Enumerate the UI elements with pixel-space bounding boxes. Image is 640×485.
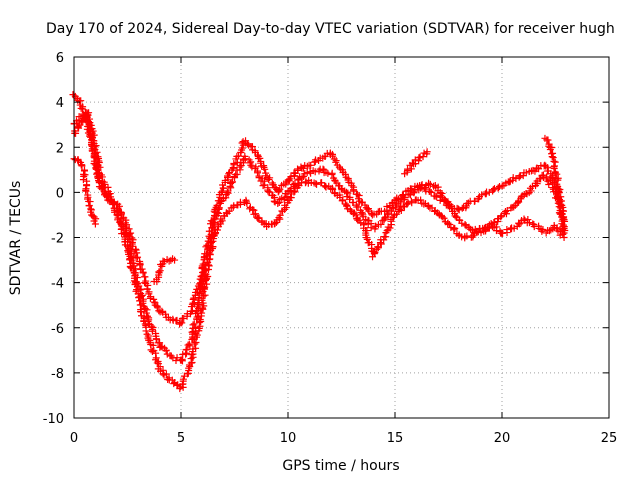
chart: 0 5 10 15 20 25 -10 -8 -6 -4 -2 0 2 4 6 Day 170 of 202… [0,0,640,480]
y-tick-label: 2 [56,141,64,156]
x-axis-label: GPS time / hours [282,458,399,474]
y-tick-label: -4 [51,277,64,292]
x-tick-label: 0 [70,431,78,446]
series-track-a [69,91,568,327]
data-point-marker [560,222,567,229]
x-tick-label: 15 [387,431,404,446]
data-point-marker [80,176,87,183]
data-point-marker [81,171,88,178]
data-point-marker [147,295,154,302]
x-tick-label: 20 [494,431,511,446]
y-tick-label: 6 [56,51,64,66]
data-point-marker [516,174,523,181]
y-tick-label: -10 [43,412,64,427]
data-point-marker [252,163,259,170]
x-tick-label: 25 [601,431,618,446]
y-axis-label: SDTVAR / TECUs [8,181,24,296]
x-tick-label: 5 [177,431,185,446]
y-tick-label: -6 [51,322,64,337]
series-track-c [71,109,567,392]
y-tick-label: 0 [56,186,64,201]
series-track-e [151,255,178,285]
data-point-marker [354,191,361,198]
chart-svg: 0 5 10 15 20 25 -10 -8 -6 -4 -2 0 2 4 6 Day 170 of 202… [0,0,640,480]
x-tick-label: 10 [280,431,297,446]
data-point-marker [312,180,319,187]
data-point-marker [149,348,156,355]
y-tick-label: -8 [51,367,64,382]
chart-title: Day 170 of 2024, Sidereal Day-to-day VTE… [46,21,615,37]
data-layer [69,91,568,392]
series-track-f [401,148,430,177]
y-tick-label: -2 [51,232,64,247]
data-point-marker [369,211,376,218]
y-tick-label: 4 [56,96,64,111]
grid [74,57,609,418]
data-point-marker [170,380,177,387]
